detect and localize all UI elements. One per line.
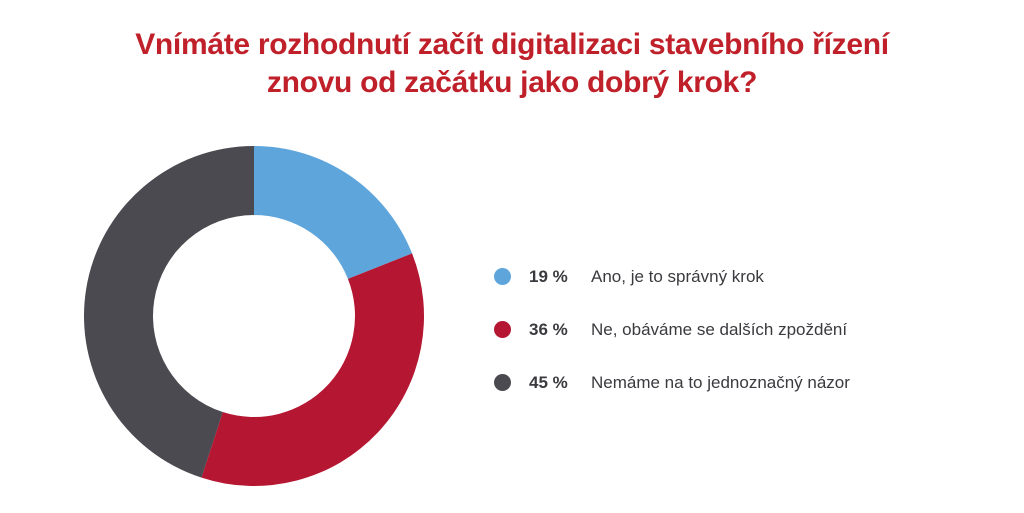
legend-dot-icon xyxy=(494,268,511,285)
legend-percent: 36 % xyxy=(529,319,568,339)
donut-slice-1 xyxy=(254,146,413,279)
chart-title-line-2: znovu od začátku jako dobrý krok? xyxy=(266,66,758,99)
legend-item-no-opinion: 45 % Nemáme na to jednoznačný názor xyxy=(494,356,850,409)
legend-label: Ano, je to správný krok xyxy=(591,266,764,286)
chart-title: Vnímáte rozhodnutí začít digitalizaci st… xyxy=(0,26,1024,102)
legend-percent: 45 % xyxy=(529,372,568,392)
chart-title-line-1: Vnímáte rozhodnutí začít digitalizaci st… xyxy=(135,28,889,61)
legend-dot-icon xyxy=(494,374,511,391)
legend-dot-icon xyxy=(494,321,511,338)
legend-item-no: 36 % Ne, obáváme se dalších zpoždění xyxy=(494,303,850,356)
legend: 19 % Ano, je to správný krok 36 % Ne, ob… xyxy=(494,250,850,409)
legend-item-yes: 19 % Ano, je to správný krok xyxy=(494,250,850,303)
legend-label: Ne, obáváme se dalších zpoždění xyxy=(591,319,848,339)
donut-slice-3 xyxy=(84,146,254,478)
donut-slice-2 xyxy=(201,253,424,487)
legend-percent: 19 % xyxy=(529,266,568,286)
legend-label: Nemáme na to jednoznačný názor xyxy=(591,372,850,392)
